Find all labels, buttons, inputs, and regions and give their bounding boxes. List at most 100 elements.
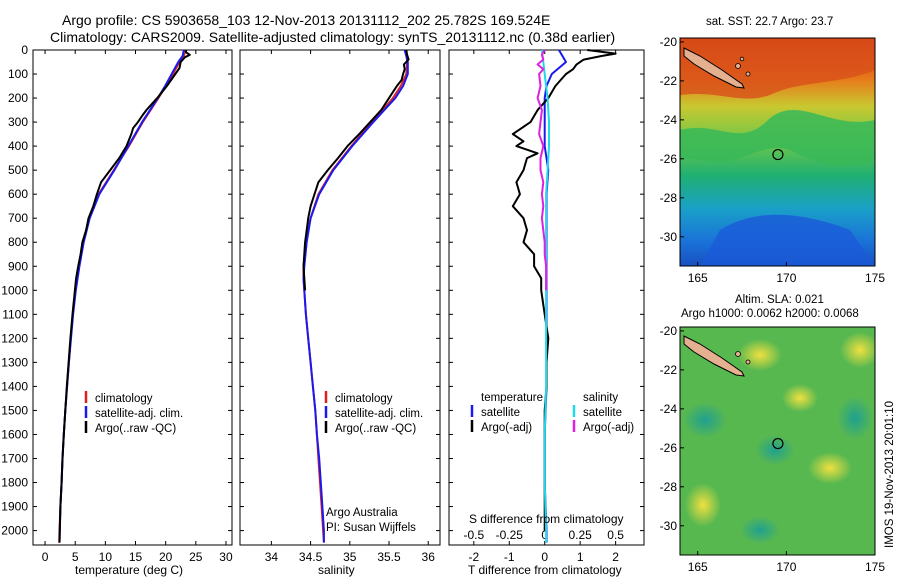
series-s-satellite [540,49,550,543]
map-y-tick-label: -30 [660,230,678,244]
map-y-tick-label: -28 [660,480,678,494]
depth-tick-label: 2000 [1,524,28,538]
loyalty-island-2 [745,359,751,365]
map-x-tick-label: 170 [776,271,796,285]
loyalty-island-2 [745,71,751,77]
salinity-plot: 34 34.5 35 35.5 36 [265,49,436,564]
sst-argo-marker [772,148,784,161]
sla-high-1 [738,339,782,371]
sla-map-title: Altim. SLA: 0.021 [735,294,824,306]
map-y-tick-label: -20 [660,324,678,338]
header-line1: Argo profile: CS 5903658_103 12-Nov-2013… [62,12,550,28]
new-caledonia-land [683,335,745,377]
legend-label-t-satellite: satellite [481,407,520,419]
series-s-argo-adj- [536,49,548,291]
map-x-tick-label: 175 [865,271,885,285]
map-x-tick-label: 170 [776,560,796,574]
depth-tick-label: 200 [8,91,28,105]
legend-label-s-satellite: satellite [583,407,622,419]
sla-map-subtitle: Argo h1000: 0.0062 h2000: 0.0068 [681,308,859,320]
x-tick-label: -1 [504,550,515,564]
difference-legend: temperature satellite Argo(-adj) salinit… [470,392,634,434]
x-tick-label: 34 [265,550,279,564]
series-argo-raw-qc- [58,49,191,543]
sla-argo-marker [772,437,784,450]
map-y-tick-label: -22 [660,363,678,377]
depth-tick-label: 1900 [1,500,28,514]
map-y-tick-label: -20 [660,35,678,49]
legend-label-argo: Argo(..raw -QC) [335,423,416,435]
sla-high-2 [782,384,818,412]
x-tick-label: 10 [99,550,113,564]
map-y-tick-label: -24 [660,402,678,416]
map-y-tick-label: -22 [660,74,678,88]
x-tick-label: 30 [219,550,233,564]
depth-tick-label: 100 [8,67,28,81]
loyalty-island-1 [735,63,741,69]
sst-map-axes: 165 170 175 -20 -22 -24 -26 -28 -30 [660,35,886,285]
depth-tick-label: 600 [8,187,28,201]
map-y-tick-label: -24 [660,113,678,127]
legend-title-temperature: temperature [481,392,543,404]
x-tick-label: 15 [129,550,143,564]
map-x-tick-label: 175 [865,560,885,574]
x-tick-label-s: -0.5 [463,528,484,542]
sst-map-frame [679,37,876,267]
x-tick-label: 20 [159,550,173,564]
depth-tick-label: 300 [8,115,28,129]
x-tick-label: 0 [541,550,548,564]
map-y-tick-label: -30 [660,519,678,533]
sla-high-3 [840,332,875,368]
series-argo-raw-qc- [302,49,410,291]
x-tick-label: 36 [422,550,436,564]
sla-map [680,327,875,555]
sla-low-2 [755,435,795,465]
map-x-tick-label: 165 [688,271,708,285]
sst-map-title: sat. SST: 22.7 Argo: 23.7 [706,16,833,28]
x-tick-label: 0 [42,550,49,564]
loyalty-island-1 [735,351,741,357]
depth-axis: 0 100 200 300 400 500 600 700 800 900 1000 1100 1200… [1,43,644,538]
depth-tick-label: 1300 [1,355,28,369]
depth-tick-label: 500 [8,163,28,177]
legend-label-climatology: climatology [335,393,393,405]
salinity-xlabel: salinity [318,563,355,577]
difference-xlabel-top: S difference from climatology [469,512,624,526]
x-tick-label: 35 [343,550,357,564]
map-y-tick-label: -28 [660,191,678,205]
depth-tick-label: 1700 [1,451,28,465]
loyalty-island-3 [739,56,745,62]
x-tick-label-s: 0 [541,528,548,542]
x-tick-label: 35.5 [377,550,401,564]
difference-xlabel: T difference from climatology [468,563,622,577]
sst-cool-patch [700,214,875,266]
temperature-legend: climatology satellite-adj. clim. Argo(..… [84,391,183,435]
map-y-tick-label: -26 [660,441,678,455]
legend-label-satellite: satellite-adj. clim. [95,408,183,420]
x-tick-label: -2 [468,550,479,564]
depth-tick-label: 1000 [1,283,28,297]
sst-map [680,38,875,266]
legend-label-argo: Argo(..raw -QC) [95,423,176,435]
side-stamp: IMOS 19-Nov-2013 20:01:10 [884,401,896,548]
depth-tick-label: 1100 [2,307,28,321]
salinity-annotation-line2: PI: Susan Wijffels [326,522,416,534]
legend-label-s-argo: Argo(-adj) [583,422,634,434]
sla-high-4 [808,452,852,484]
depth-tick-label: 1500 [1,403,28,417]
legend-label-t-argo: Argo(-adj) [481,422,532,434]
depth-tick-label: 700 [8,211,28,225]
depth-tick-label: 1800 [1,476,28,490]
x-tick-label-s: 0.5 [607,528,624,542]
legend-label-climatology: climatology [95,393,153,405]
x-tick-label-s: -0.25 [496,528,524,542]
difference-plot: -2 -1 0 1 2 -0.5 -0.25 0 0.25 0.5 [463,49,624,564]
sla-map-frame [679,326,876,556]
x-tick-label: 34.5 [299,550,323,564]
sla-map-axes: 165 170 175 -20 -22 -24 -26 -28 -30 [660,324,886,574]
depth-tick-label: 1400 [1,379,28,393]
depth-tick-label: 900 [8,259,28,273]
salinity-panel [239,49,441,546]
legend-label-satellite: satellite-adj. clim. [335,408,423,420]
